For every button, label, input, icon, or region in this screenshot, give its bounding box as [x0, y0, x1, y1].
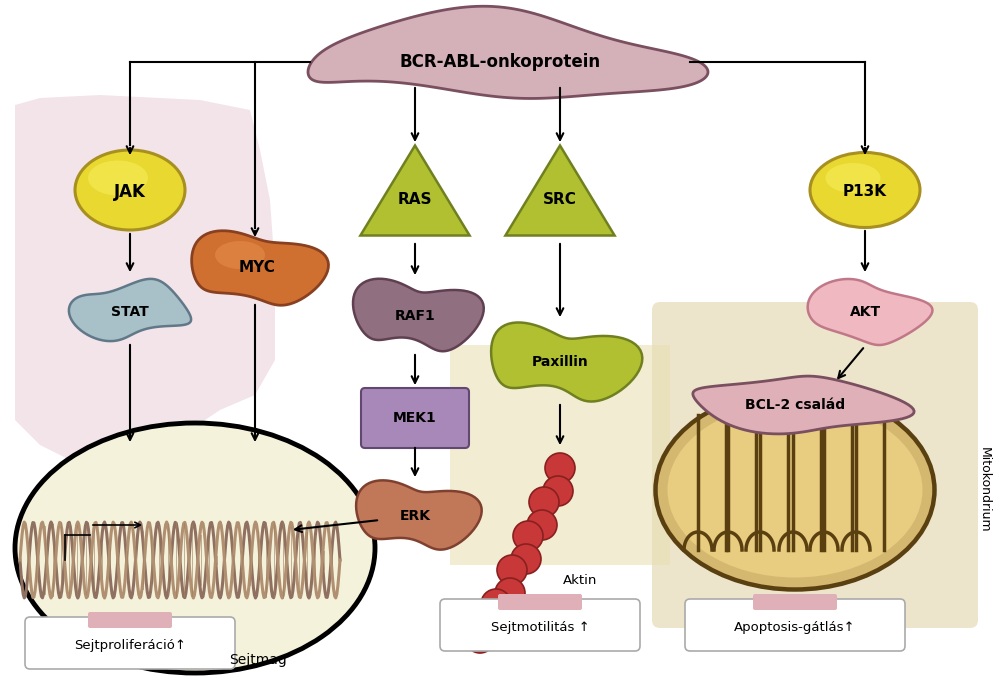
FancyBboxPatch shape — [498, 594, 582, 610]
Polygon shape — [308, 6, 708, 99]
FancyBboxPatch shape — [361, 388, 469, 448]
Text: AKT: AKT — [850, 305, 881, 319]
Polygon shape — [693, 376, 914, 434]
Polygon shape — [356, 480, 481, 549]
FancyBboxPatch shape — [685, 599, 905, 651]
Circle shape — [495, 578, 525, 608]
Text: SRC: SRC — [544, 192, 577, 207]
Polygon shape — [69, 279, 191, 341]
Text: MYC: MYC — [238, 260, 275, 275]
Circle shape — [543, 476, 573, 506]
Text: RAS: RAS — [397, 192, 432, 207]
Ellipse shape — [75, 150, 185, 230]
Ellipse shape — [668, 403, 923, 577]
Circle shape — [527, 510, 557, 540]
Text: Mitokondrium: Mitokondrium — [978, 447, 991, 533]
FancyBboxPatch shape — [652, 302, 978, 628]
FancyBboxPatch shape — [753, 594, 837, 610]
Circle shape — [545, 453, 575, 483]
Circle shape — [511, 544, 541, 574]
Circle shape — [481, 589, 511, 619]
Polygon shape — [450, 345, 670, 565]
Ellipse shape — [826, 163, 881, 193]
Ellipse shape — [215, 241, 265, 269]
Text: Paxillin: Paxillin — [532, 355, 589, 369]
Text: MEK1: MEK1 — [393, 411, 436, 425]
Text: JAK: JAK — [114, 183, 146, 201]
Ellipse shape — [810, 152, 920, 228]
Polygon shape — [15, 95, 275, 460]
Polygon shape — [353, 279, 483, 352]
Text: ERK: ERK — [399, 509, 430, 523]
Circle shape — [479, 612, 509, 642]
Text: Sejtproliferáció↑: Sejtproliferáció↑ — [74, 639, 186, 651]
Text: P13K: P13K — [843, 184, 887, 199]
Text: Apoptosis-gátlás↑: Apoptosis-gátlás↑ — [734, 620, 856, 634]
Text: STAT: STAT — [111, 305, 149, 319]
Text: Sejtmotilitás ↑: Sejtmotilitás ↑ — [490, 620, 590, 634]
Ellipse shape — [655, 390, 935, 590]
Text: Sejtmag: Sejtmag — [229, 653, 287, 667]
Text: BCR-ABL-onkoprotein: BCR-ABL-onkoprotein — [399, 53, 601, 71]
Polygon shape — [191, 231, 328, 305]
Text: Aktin: Aktin — [563, 573, 598, 586]
FancyBboxPatch shape — [88, 612, 172, 628]
Circle shape — [497, 555, 527, 585]
Ellipse shape — [15, 423, 375, 673]
Polygon shape — [491, 322, 643, 401]
FancyBboxPatch shape — [25, 617, 235, 669]
Polygon shape — [506, 146, 615, 235]
Circle shape — [529, 487, 559, 517]
Polygon shape — [360, 146, 469, 235]
Polygon shape — [808, 279, 933, 345]
Text: BCL-2 család: BCL-2 család — [745, 398, 845, 412]
Circle shape — [465, 623, 495, 653]
Ellipse shape — [88, 160, 148, 196]
FancyBboxPatch shape — [440, 599, 640, 651]
Text: RAF1: RAF1 — [394, 309, 435, 323]
Circle shape — [513, 521, 543, 551]
